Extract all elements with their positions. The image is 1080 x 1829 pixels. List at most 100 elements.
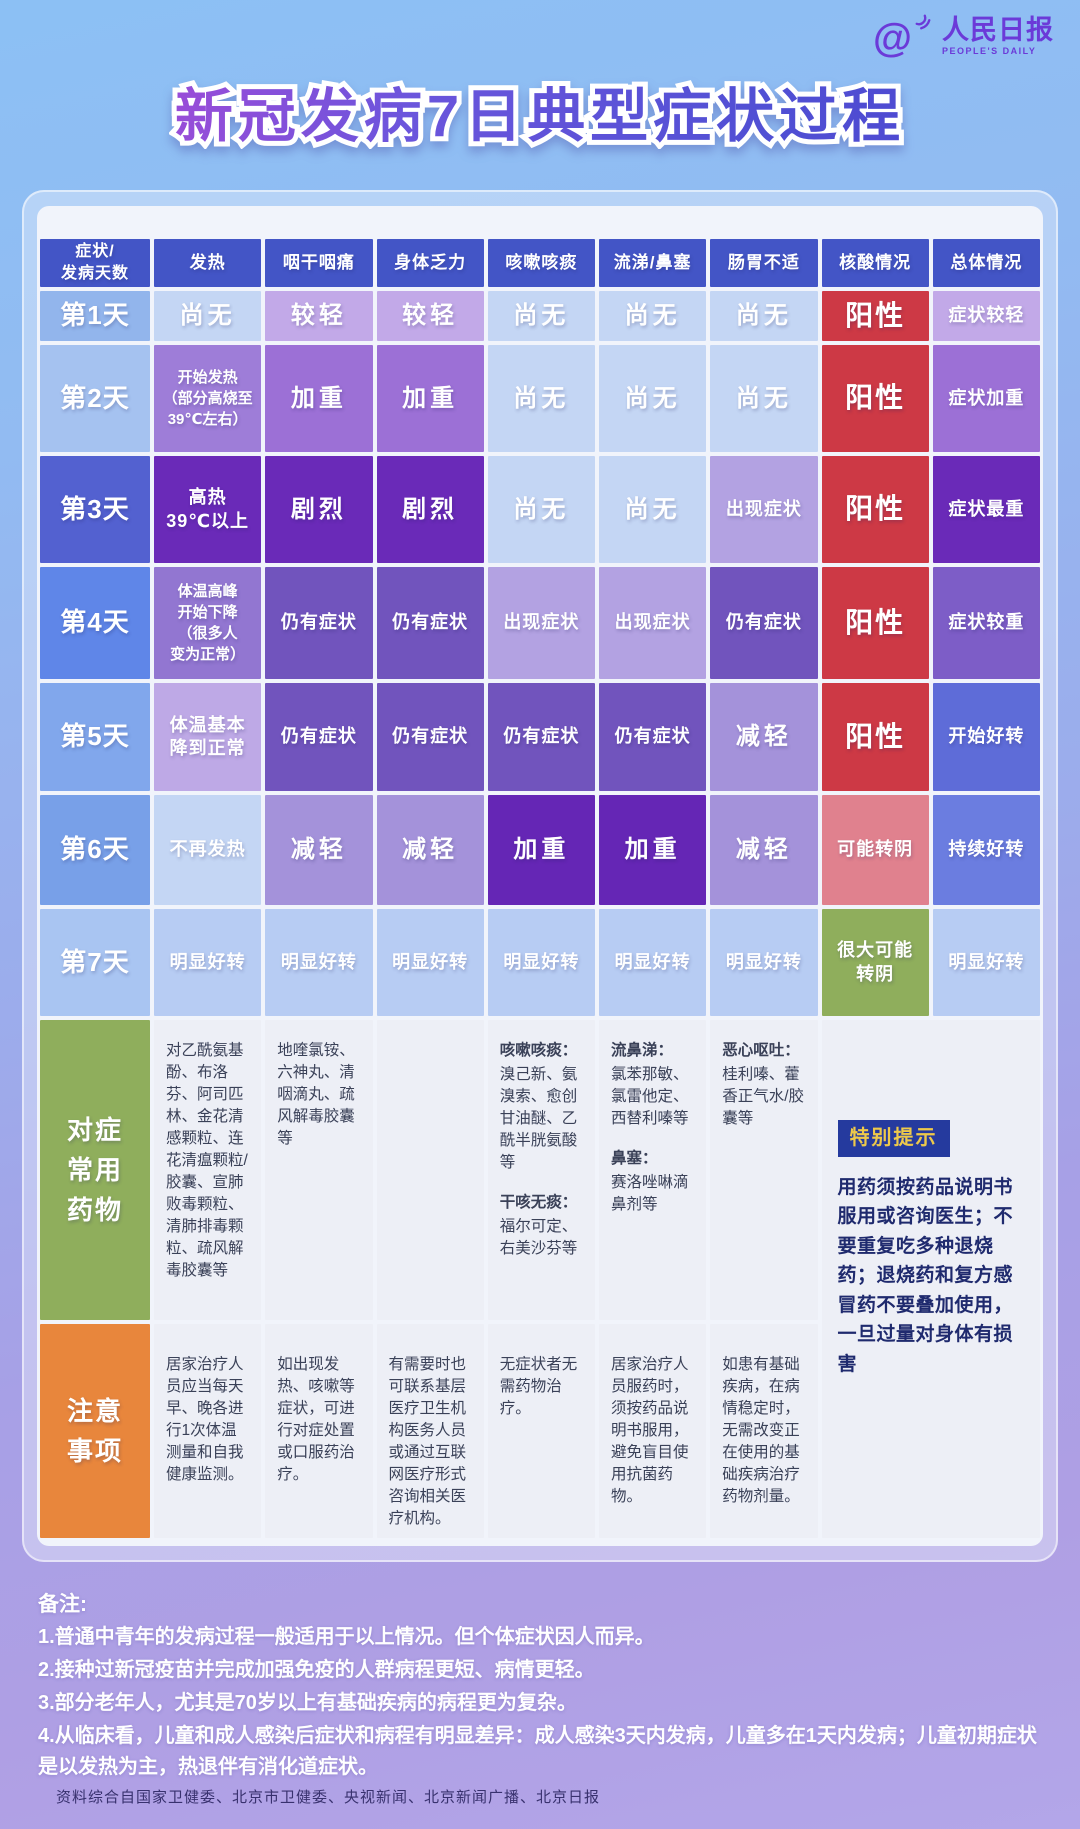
- symptom-cell: 症状最重: [932, 456, 1040, 563]
- symptom-cell: 阳性: [821, 567, 929, 679]
- symptom-cell: 剧烈: [376, 456, 484, 563]
- symptom-cell: 仍有症状: [487, 683, 595, 791]
- remark-item: 1.普通中青年的发病过程一般适用于以上情况。但个体症状因人而异。: [38, 1626, 655, 1648]
- symptom-cell: 加重: [487, 795, 595, 905]
- symptom-cell: 高热 39℃以上: [154, 456, 262, 563]
- remarks-title: 备注:: [38, 1593, 87, 1616]
- header-cell: 核酸情况: [821, 239, 929, 287]
- symptom-cell: 阳性: [821, 683, 929, 791]
- at-icon: @: [872, 16, 912, 60]
- med-cell: 对乙酰氨基酚、布洛芬、阿司匹林、金花清感颗粒、连花清瘟颗粒/胶囊、宣肺败毒颗粒、…: [154, 1020, 262, 1320]
- symptom-cell: 减轻: [710, 683, 818, 791]
- symptom-cell: 明显好转: [487, 909, 595, 1016]
- signal-waves-icon: [914, 13, 932, 36]
- symptom-cell: 尚无: [154, 291, 262, 341]
- symptom-cell: 仍有症状: [376, 567, 484, 679]
- symptom-cell: 尚无: [599, 291, 707, 341]
- page-title-text: 新冠发病7日典型症状过程: [0, 62, 1080, 172]
- symptom-cell: 加重: [265, 345, 373, 452]
- symptom-cell: 阳性: [821, 291, 929, 341]
- day-label: 第3天: [40, 456, 150, 563]
- symptom-cell: 阳性: [821, 345, 929, 452]
- symptom-cell: 体温高峰 开始下降 （很多人 变为正常）: [154, 567, 262, 679]
- header-cell: 总体情况: [932, 239, 1040, 287]
- note-cell: 居家治疗人员服药时，须按药品说明书服用，避免盲目使用抗菌药物。: [599, 1324, 707, 1538]
- symptom-cell: 减轻: [376, 795, 484, 905]
- symptom-cell: 减轻: [710, 795, 818, 905]
- special-tip-text: 用药须按药品说明书服用或咨询医生；不要重复吃多种退烧药；退烧药和复方感冒药不要叠…: [837, 1177, 1014, 1375]
- med-segment: 地喹氯铵、六神丸、清咽滴丸、疏风解毒胶囊等: [277, 1042, 355, 1147]
- day-label: 第6天: [40, 795, 150, 905]
- day-label: 第4天: [40, 567, 150, 679]
- symptom-cell: 出现症状: [599, 567, 707, 679]
- symptom-cell: 开始发热 （部分高烧至 39℃左右）: [154, 345, 262, 452]
- header-cell-corner: 症状/ 发病天数: [40, 239, 150, 287]
- special-tip-badge: 特别提示: [837, 1120, 950, 1157]
- note-cell: 无症状者无需药物治疗。: [487, 1324, 595, 1538]
- symptom-cell: 症状加重: [932, 345, 1040, 452]
- table-panel-inner: 症状/ 发病天数 发热 咽干咽痛 身体乏力 咳嗽咳痰 流涕/鼻塞 肠胃不适 核酸情况 总体情况第…: [37, 206, 1043, 1546]
- symptom-cell: 尚无: [487, 345, 595, 452]
- note-cell: 居家治疗人员应当每天早、晚各进行1次体温测量和自我健康监测。: [154, 1324, 262, 1538]
- symptom-cell: 较轻: [376, 291, 484, 341]
- header-cell: 肠胃不适: [710, 239, 818, 287]
- header-cell: 发热: [154, 239, 262, 287]
- symptom-cell: 明显好转: [932, 909, 1040, 1016]
- symptom-cell: 明显好转: [710, 909, 818, 1016]
- header-cell: 咽干咽痛: [265, 239, 373, 287]
- note-cell: 如患有基础疾病，在病情稳定时，无需改变正在使用的基础疾病治疗药物剂量。: [710, 1324, 818, 1538]
- day-label: 第5天: [40, 683, 150, 791]
- symptom-cell: 持续好转: [932, 795, 1040, 905]
- med-cell: 咳嗽咳痰： 溴己新、氨溴索、愈创甘油醚、乙酰半胱氨酸等干咳无痰： 福尔可定、右美沙芬…: [487, 1020, 595, 1320]
- source-credit: 资料综合自国家卫健委、北京市卫健委、央视新闻、北京新闻广播、北京日报: [56, 1790, 601, 1806]
- symptom-cell: 可能转阴: [821, 795, 929, 905]
- symptom-cell: 尚无: [710, 345, 818, 452]
- header-cell: 咳嗽咳痰: [487, 239, 595, 287]
- notes-row-label: 注意 事项: [40, 1324, 150, 1538]
- symptom-cell: 体温基本 降到正常: [154, 683, 262, 791]
- symptom-cell: 剧烈: [265, 456, 373, 563]
- symptom-cell: 较轻: [265, 291, 373, 341]
- note-cell: 有需要时也可联系基层医疗卫生机构医务人员或通过互联网医疗形式咨询相关医疗机构。: [376, 1324, 484, 1538]
- symptom-cell: 明显好转: [599, 909, 707, 1016]
- page-title: 新冠发病7日典型症状过程: [0, 62, 1080, 172]
- symptom-cell: 开始好转: [932, 683, 1040, 791]
- remark-item: 4.从临床看，儿童和成人感染后症状和病程有明显差异：成人感染3天内发病，儿童多在…: [38, 1725, 1037, 1778]
- logo-chinese-name: 人民日报: [942, 14, 1054, 45]
- symptom-cell: 尚无: [599, 345, 707, 452]
- symptom-cell: 症状较轻: [932, 291, 1040, 341]
- symptom-cell: 明显好转: [376, 909, 484, 1016]
- symptom-cell: 尚无: [487, 456, 595, 563]
- header-cell: 身体乏力: [376, 239, 484, 287]
- symptom-table: 症状/ 发病天数 发热 咽干咽痛 身体乏力 咳嗽咳痰 流涕/鼻塞 肠胃不适 核酸情况 总体情况第…: [40, 239, 1040, 1538]
- symptom-cell: 加重: [376, 345, 484, 452]
- note-cell: 如出现发热、咳嗽等症状，可进行对症处置或口服药治疗。: [265, 1324, 373, 1538]
- med-segment: 流鼻涕： 氯苯那敏、氯雷他定、西替利嗪等: [611, 1042, 689, 1127]
- symptom-cell: 出现症状: [487, 567, 595, 679]
- symptom-cell: 尚无: [710, 291, 818, 341]
- symptom-cell: 仍有症状: [376, 683, 484, 791]
- symptom-cell: 出现症状: [710, 456, 818, 563]
- symptom-cell: 很大可能 转阴: [821, 909, 929, 1016]
- remarks-section: 备注: 1.普通中青年的发病过程一般适用于以上情况。但个体症状因人而异。 2.接…: [38, 1588, 1046, 1785]
- med-segment: 咳嗽咳痰： 溴己新、氨溴索、愈创甘油醚、乙酰半胱氨酸等: [499, 1042, 578, 1171]
- med-segment: 干咳无痰： 福尔可定、右美沙芬等: [499, 1194, 578, 1257]
- symptom-cell: 仍有症状: [265, 567, 373, 679]
- med-cell: 流鼻涕： 氯苯那敏、氯雷他定、西替利嗪等鼻塞： 赛洛唑啉滴鼻剂等: [599, 1020, 707, 1320]
- med-row-label: 对症 常用 药物: [40, 1020, 150, 1320]
- day-label: 第1天: [40, 291, 150, 341]
- symptom-cell: 仍有症状: [710, 567, 818, 679]
- med-segment: 鼻塞： 赛洛唑啉滴鼻剂等: [611, 1150, 689, 1213]
- remark-item: 2.接种过新冠疫苗并完成加强免疫的人群病程更短、病情更轻。: [38, 1659, 595, 1681]
- symptom-cell: 仍有症状: [599, 683, 707, 791]
- symptom-cell: 不再发热: [154, 795, 262, 905]
- peoples-daily-logo: @ 人民日报 PEOPLE'S DAILY: [872, 13, 1054, 60]
- symptom-cell: 症状较重: [932, 567, 1040, 679]
- symptom-cell: 减轻: [265, 795, 373, 905]
- day-label: 第2天: [40, 345, 150, 452]
- med-segment: 对乙酰氨基酚、布洛芬、阿司匹林、金花清感颗粒、连花清瘟颗粒/胶囊、宣肺败毒颗粒、…: [166, 1042, 248, 1279]
- logo-english-name: PEOPLE'S DAILY: [942, 45, 1037, 56]
- header-cell: 流涕/鼻塞: [599, 239, 707, 287]
- day-label: 第7天: [40, 909, 150, 1016]
- med-cell: 地喹氯铵、六神丸、清咽滴丸、疏风解毒胶囊等: [265, 1020, 373, 1320]
